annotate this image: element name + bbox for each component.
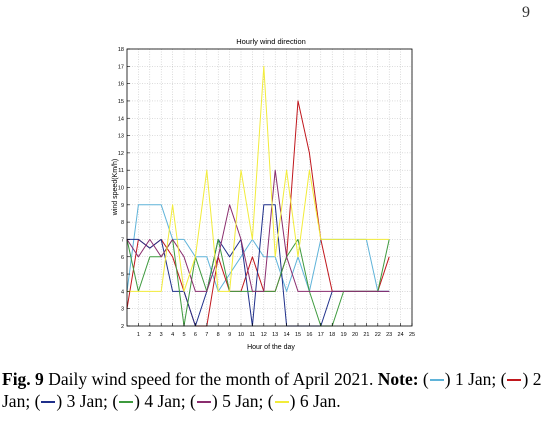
legend-swatch-5 <box>196 400 211 403</box>
legend-close-paren: ) <box>522 369 529 389</box>
x-tick-label: 20 <box>352 332 358 338</box>
y-tick-label: 3 <box>121 307 124 313</box>
legend-open-paren: ( <box>30 391 41 411</box>
legend-close-paren: ) <box>444 369 451 389</box>
x-tick-label: 24 <box>398 332 404 338</box>
x-tick-label: 4 <box>171 332 174 338</box>
legend-close-paren: ) <box>134 391 140 411</box>
legend-entry-2: 2 Jan; <box>2 369 542 411</box>
legend-open-paren: ( <box>496 369 507 389</box>
x-tick-label: 10 <box>238 332 244 338</box>
y-tick-label: 2 <box>121 324 124 330</box>
y-tick-label: 15 <box>118 99 124 105</box>
y-tick-label: 5 <box>121 272 124 278</box>
y-tick-label: 7 <box>121 237 124 243</box>
legend-open-paren: ( <box>418 369 429 389</box>
x-tick-label: 9 <box>228 332 231 338</box>
x-tick-label: 21 <box>363 332 369 338</box>
y-tick-label: 9 <box>121 203 124 209</box>
legend-entry-6: 6 Jan. <box>295 391 341 411</box>
y-axis-label: wind speed(Km/h) <box>112 159 119 216</box>
legend-swatch-4 <box>119 400 134 403</box>
y-tick-label: 17 <box>118 64 124 70</box>
series-line-6 <box>127 65 390 292</box>
x-tick-label: 22 <box>375 332 381 338</box>
x-tick-label: 14 <box>284 332 290 338</box>
x-tick-label: 3 <box>160 332 163 338</box>
x-tick-label: 6 <box>194 332 197 338</box>
legend-swatch-1 <box>429 378 444 381</box>
legend-close-paren: ) <box>56 391 63 411</box>
y-tick-label: 11 <box>118 168 124 174</box>
chart-ticks: 1 2 3 4 5 6 7 8 9 10 11 12 13 14 15 16 17 18 19 20 21 22 23 24 2… <box>118 47 415 338</box>
x-tick-label: 16 <box>306 332 312 338</box>
y-tick-label: 6 <box>121 255 124 261</box>
legend-open-paren: ( <box>263 391 274 411</box>
x-tick-label: 1 <box>137 332 140 338</box>
legend-entry-4: 4 Jan; <box>139 391 186 411</box>
y-tick-label: 18 <box>118 47 124 53</box>
caption-note-label: Note: <box>377 369 419 389</box>
x-tick-label: 5 <box>182 332 185 338</box>
x-tick-label: 23 <box>386 332 392 338</box>
x-tick-label: 12 <box>261 332 267 338</box>
legend-entry-5: 5 Jan; <box>217 391 264 411</box>
figure-caption: Fig. 9 Daily wind speed for the month of… <box>2 368 542 412</box>
legend-swatch-6 <box>274 400 289 403</box>
x-axis-label: Hour of the day <box>247 344 295 351</box>
x-tick-label: 13 <box>272 332 278 338</box>
caption-text: Daily wind speed for the month of April … <box>43 369 378 389</box>
legend-swatch-2 <box>507 378 522 381</box>
y-tick-label: 13 <box>118 134 124 140</box>
legend-entry-1: 1 Jan; <box>450 369 497 389</box>
x-tick-label: 11 <box>250 332 256 338</box>
x-tick-label: 15 <box>295 332 301 338</box>
y-tick-label: 10 <box>118 186 124 192</box>
y-tick-label: 14 <box>118 116 124 122</box>
x-tick-label: 19 <box>341 332 347 338</box>
legend-swatch-3 <box>41 400 56 403</box>
x-tick-label: 18 <box>329 332 335 338</box>
x-tick-label: 25 <box>409 332 415 338</box>
page-number: 9 <box>522 4 530 18</box>
chart-title: Hourly wind direction <box>236 37 306 46</box>
legend-entry-3: 3 Jan; <box>62 391 108 411</box>
series-line-5 <box>126 169 390 292</box>
legend-close-paren: ) <box>289 391 296 411</box>
y-tick-label: 8 <box>121 220 124 226</box>
caption-figure-label: Fig. 9 <box>2 369 44 389</box>
x-tick-label: 17 <box>318 332 324 338</box>
line-chart: 1 2 3 4 5 6 7 8 9 10 11 12 13 14 15 16 17 18 19 20 21 22 23 24 2… <box>112 37 415 351</box>
legend-open-paren: ( <box>185 391 196 411</box>
x-tick-label: 8 <box>217 332 220 338</box>
x-tick-label: 7 <box>205 332 208 338</box>
legend-close-paren: ) <box>211 391 218 411</box>
chart-series <box>126 65 390 327</box>
x-tick-label: 2 <box>148 332 151 338</box>
legend-open-paren: ( <box>107 391 119 411</box>
y-tick-label: 4 <box>121 289 124 295</box>
y-tick-label: 16 <box>118 82 124 88</box>
y-tick-label: 12 <box>118 151 124 157</box>
